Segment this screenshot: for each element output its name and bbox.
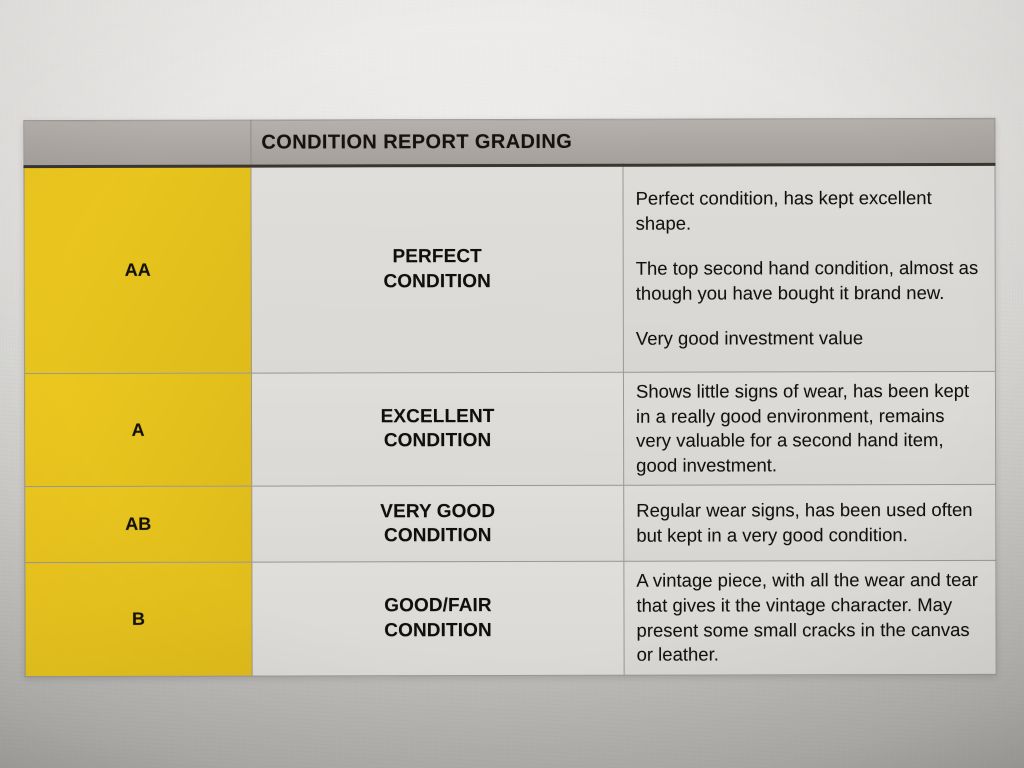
table-title: CONDITION REPORT GRADING <box>250 118 995 167</box>
table-header-row: CONDITION REPORT GRADING <box>23 118 995 167</box>
grade-badge-ab: AB <box>24 486 252 563</box>
description-ab: Regular wear signs, has been used often … <box>623 484 996 562</box>
condition-label-aa: PERFECT CONDITION <box>250 165 624 374</box>
table-row: AB VERY GOOD CONDITION Regular wear sign… <box>24 484 996 563</box>
condition-label-line2: CONDITION <box>384 524 492 547</box>
table-row: A EXCELLENT CONDITION Shows little signs… <box>24 371 996 487</box>
condition-label-line2: CONDITION <box>384 619 492 641</box>
grade-badge-b: B <box>24 562 253 677</box>
description-paragraph: A vintage piece, with all the wear and t… <box>636 569 978 665</box>
condition-label-line1: VERY GOOD <box>380 500 496 522</box>
condition-label-line2: CONDITION <box>383 430 492 452</box>
description-aa: Perfect condition, has kept excellent sh… <box>622 164 996 373</box>
condition-label-line1: EXCELLENT <box>380 405 495 428</box>
condition-label-line1: GOOD/FAIR <box>384 595 492 617</box>
condition-label-line1: PERFECT <box>392 246 482 268</box>
grade-badge-a: A <box>24 373 252 487</box>
table-row: AA PERFECT CONDITION Perfect condition, … <box>23 164 996 374</box>
condition-label-ab: VERY GOOD CONDITION <box>251 485 624 563</box>
condition-report-grading-table: CONDITION REPORT GRADING AA PERFECT COND… <box>23 118 997 677</box>
grade-badge-aa: AA <box>23 166 252 374</box>
condition-label-a: EXCELLENT CONDITION <box>251 372 624 487</box>
description-paragraph: Regular wear signs, has been used often … <box>636 499 973 546</box>
description-paragraph: The top second hand condition, almost as… <box>635 257 979 304</box>
table-row: B GOOD/FAIR CONDITION A vintage piece, w… <box>24 560 997 677</box>
description-paragraph: Very good investment value <box>635 327 864 350</box>
header-blank-cell <box>23 120 251 167</box>
description-b: A vintage piece, with all the wear and t… <box>623 560 997 675</box>
description-paragraph: Perfect condition, has kept excellent sh… <box>635 187 932 234</box>
condition-label-line2: CONDITION <box>383 270 492 292</box>
description-a: Shows little signs of wear, has been kep… <box>623 371 996 486</box>
condition-label-b: GOOD/FAIR CONDITION <box>251 561 625 676</box>
description-paragraph: Shows little signs of wear, has been kep… <box>635 379 970 476</box>
